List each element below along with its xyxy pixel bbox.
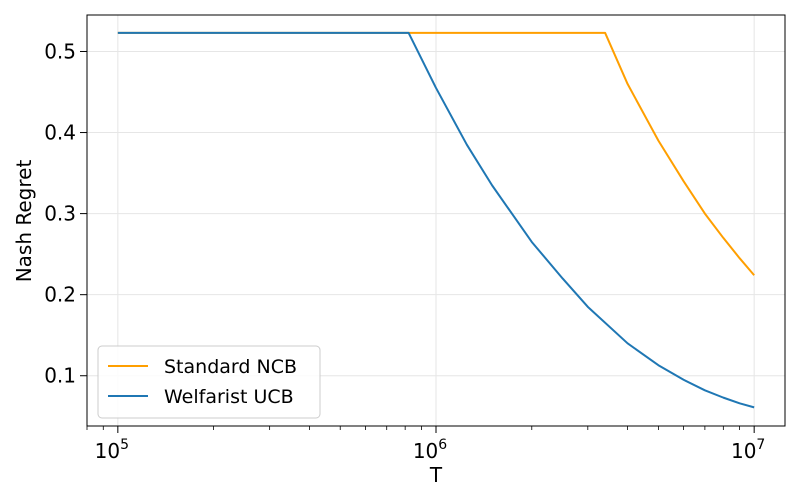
y-tick-label: 0.4 — [44, 121, 76, 145]
y-tick-label: 0.5 — [44, 39, 76, 63]
y-tick-label: 0.3 — [44, 202, 76, 226]
series-lines — [117, 31, 755, 409]
x-tick-label: 105 — [95, 437, 129, 463]
y-tick-label: 0.2 — [44, 283, 76, 307]
legend-label: Standard NCB — [164, 356, 297, 378]
axis-ticks: 105 106 107 0.1 0.2 0.3 0.4 0.5 — [44, 39, 765, 463]
y-axis-label: Nash Regret — [12, 160, 36, 283]
legend-box — [97, 345, 321, 419]
x-tick-label: 107 — [731, 437, 765, 463]
series-line-0 — [117, 31, 755, 276]
series-line-1 — [117, 31, 755, 409]
x-axis-label: T — [429, 463, 443, 487]
y-tick-label: 0.1 — [44, 364, 76, 388]
legend: Standard NCB Welfarist UCB — [97, 345, 321, 419]
x-tick-label: 106 — [413, 437, 447, 463]
legend-label: Welfarist UCB — [164, 386, 294, 408]
